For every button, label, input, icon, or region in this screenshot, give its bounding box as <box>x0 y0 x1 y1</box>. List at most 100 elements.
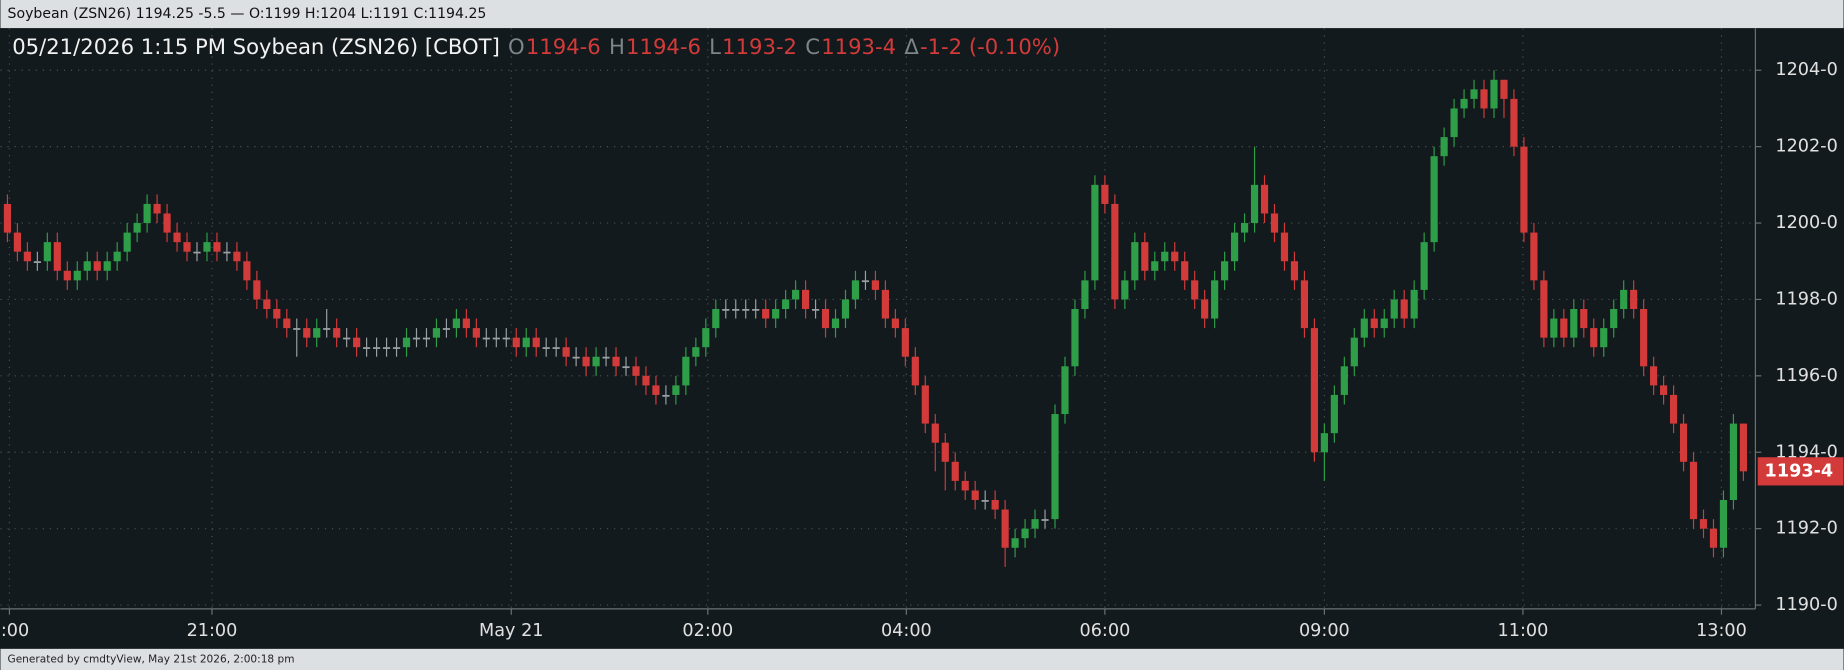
candle-body <box>263 299 271 309</box>
candle-body <box>133 223 141 233</box>
candle-body <box>1320 433 1328 453</box>
candle-body <box>652 385 660 395</box>
x-tick-label: 21:00 <box>187 621 238 641</box>
candle-body <box>881 289 889 319</box>
candle-body <box>333 328 341 338</box>
candle-body <box>1460 98 1468 109</box>
candle-body <box>542 347 550 349</box>
candle-body <box>1480 89 1488 109</box>
candle-body <box>1021 528 1029 539</box>
candle-body <box>143 203 151 224</box>
candle-body <box>1181 261 1189 281</box>
candle-body <box>782 299 790 309</box>
candle-body <box>901 328 909 357</box>
candle-body <box>1719 500 1728 548</box>
candle-body <box>313 328 321 338</box>
candle-body <box>173 232 181 243</box>
candle-body <box>851 280 860 300</box>
x-tick-label: 11:00 <box>1498 621 1549 641</box>
candle-body <box>1550 318 1558 338</box>
candle-body <box>811 308 820 311</box>
candle-body <box>1270 213 1279 233</box>
candle-body <box>1699 519 1708 529</box>
candle-body <box>1171 251 1179 262</box>
candle-body <box>891 318 899 329</box>
y-tick-label: 1198-0 <box>1775 289 1837 309</box>
candle-body <box>1560 318 1568 338</box>
y-tick-label: 1200-0 <box>1775 213 1837 233</box>
candle-body <box>1211 280 1219 319</box>
candle-body <box>1151 261 1159 271</box>
candle-body <box>1660 385 1668 395</box>
grid <box>0 28 1762 615</box>
last-price-label: 1193-4 <box>1765 461 1834 481</box>
candle-body <box>123 232 131 252</box>
candle-body <box>233 251 241 262</box>
candle-body <box>83 261 91 271</box>
candle-body <box>53 242 61 271</box>
candle-body <box>363 347 371 349</box>
candle-body <box>871 280 880 290</box>
candle-body <box>1580 308 1588 329</box>
candle-body <box>33 261 41 264</box>
candle-body <box>722 308 730 311</box>
y-tick-label: 1204-0 <box>1775 60 1837 80</box>
candle-body <box>183 242 191 252</box>
x-tick-label: 04:00 <box>881 621 932 641</box>
candle-body <box>1410 289 1418 319</box>
legend-value: -1-2 (-0.10%) <box>920 34 1060 59</box>
candle-body <box>93 261 101 271</box>
candle-body <box>1679 423 1688 462</box>
candle-body <box>1669 394 1678 424</box>
candle-body <box>861 280 870 283</box>
candle-body <box>422 337 431 340</box>
candle-body <box>1570 308 1578 338</box>
candle-body <box>432 328 441 338</box>
candle-body <box>23 251 31 262</box>
candle-body <box>353 337 361 348</box>
candle-body <box>1620 289 1628 309</box>
candle-body <box>253 280 261 300</box>
plot-background <box>0 28 1844 649</box>
candle-body <box>153 203 161 214</box>
candle-body <box>1689 461 1698 520</box>
x-tick-label: May 21 <box>479 621 543 641</box>
candle-body <box>392 347 401 349</box>
candle-body <box>672 385 680 395</box>
candle-body <box>592 356 600 367</box>
candle-body <box>1600 328 1608 348</box>
candle-body <box>572 356 580 359</box>
candle-body <box>612 356 620 367</box>
candle-body <box>113 251 121 262</box>
x-tick-label: 9:00 <box>0 621 29 641</box>
candle-body <box>223 251 231 254</box>
candle-body <box>472 328 480 338</box>
candle-body <box>1250 184 1259 224</box>
candle-body <box>323 328 331 330</box>
candle-body <box>402 337 411 348</box>
candle-body <box>203 242 211 252</box>
candle-body <box>762 308 770 319</box>
candle-body <box>1011 538 1019 548</box>
legend-value: 1193-4 <box>821 34 896 59</box>
candle-body <box>1161 251 1169 262</box>
legend-key: Δ <box>904 34 919 59</box>
y-tick-label: 1196-0 <box>1775 366 1837 386</box>
candle-body <box>512 337 520 348</box>
candle-body <box>1640 308 1648 367</box>
candle-body <box>961 480 969 491</box>
candle-body <box>1430 156 1438 243</box>
candle-body <box>931 423 939 443</box>
candle-body <box>1260 184 1269 214</box>
candle-body <box>1111 203 1119 300</box>
legend-value: 1194-6 <box>526 34 601 59</box>
candle-body <box>1061 366 1069 415</box>
candle-body <box>1350 337 1358 367</box>
candle-body <box>1091 184 1099 281</box>
candle-body <box>752 308 760 311</box>
legend-key: L <box>709 34 721 59</box>
legend-key: H <box>609 34 625 59</box>
candle-body <box>622 366 630 369</box>
candle-body <box>1729 423 1738 501</box>
